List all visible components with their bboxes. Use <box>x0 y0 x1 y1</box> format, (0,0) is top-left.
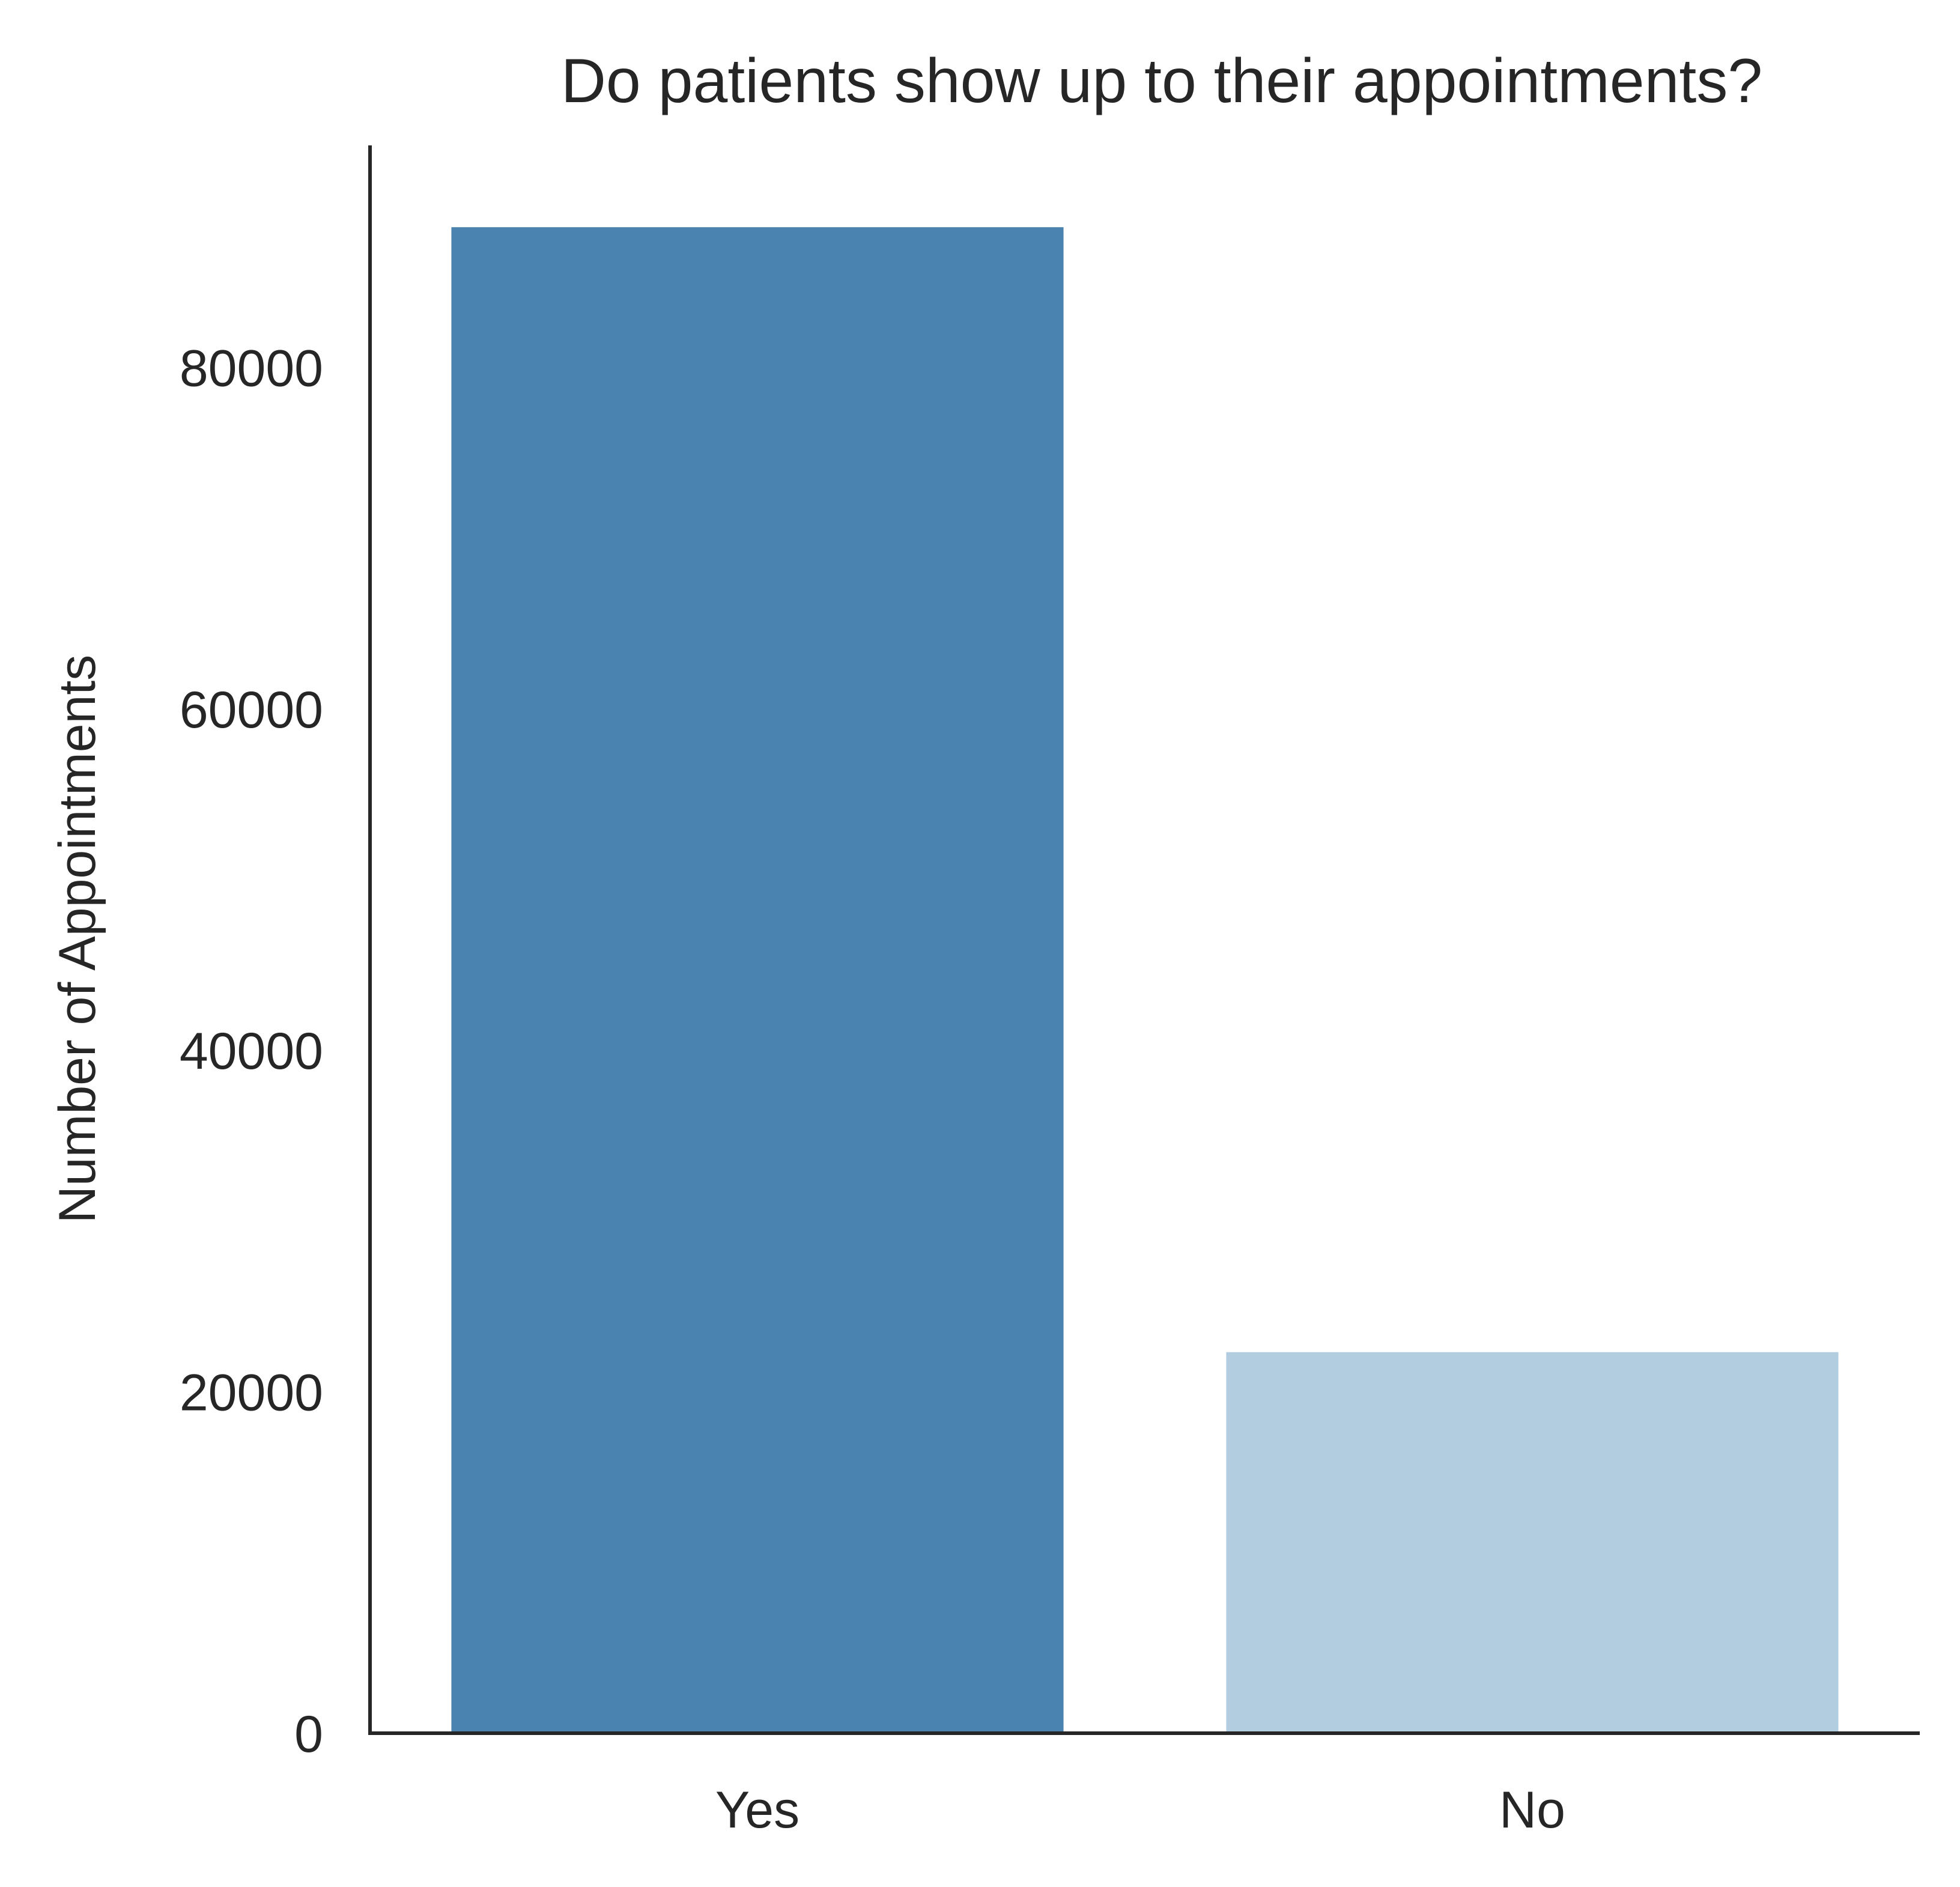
bar-yes <box>451 227 1064 1733</box>
y-tick-label-20000: 20000 <box>180 1364 323 1422</box>
chart-title: Do patients show up to their appointment… <box>561 46 1762 116</box>
y-tick-label-0: 0 <box>294 1706 323 1763</box>
y-axis-label: Number of Appointments <box>49 655 106 1224</box>
bars-group <box>451 227 1839 1733</box>
y-tick-label-60000: 60000 <box>180 681 323 739</box>
y-tick-label-80000: 80000 <box>180 339 323 397</box>
y-tick-label-40000: 40000 <box>180 1023 323 1080</box>
x-tick-label-no: No <box>1499 1781 1565 1839</box>
y-tick-labels: 0 20000 40000 60000 80000 <box>180 339 323 1763</box>
x-tick-labels: Yes No <box>715 1781 1565 1839</box>
bar-no <box>1226 1352 1839 1733</box>
x-tick-label-yes: Yes <box>715 1781 799 1839</box>
